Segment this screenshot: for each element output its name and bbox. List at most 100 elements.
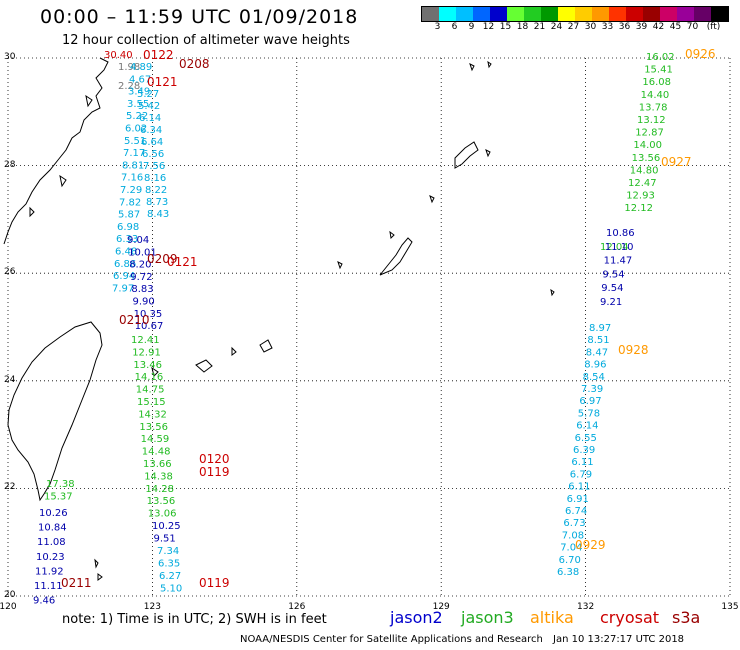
wave-height-value: 8.54	[583, 372, 605, 383]
wave-height-value: 4.67	[129, 74, 151, 85]
wave-height-value: 8.47	[586, 347, 608, 358]
pass-time-label: 0120	[199, 452, 230, 466]
wave-height-value: 10.25	[152, 521, 181, 532]
wave-height-value: 10.35	[134, 309, 163, 320]
wave-height-value: 8.83	[131, 284, 153, 295]
credit-line: NOAA/NESDIS Center for Satellite Applica…	[240, 634, 543, 645]
ishigaki-island	[195, 359, 213, 373]
wave-height-value: 7.39	[581, 384, 603, 395]
legend-item-cryosat: cryosat	[600, 608, 660, 627]
wave-height-value: 14.40	[641, 90, 670, 101]
longitude-label: 132	[577, 602, 595, 612]
color-scale-tick: 18	[516, 22, 529, 32]
wave-height-value: 8.81	[122, 160, 144, 171]
color-scale-tick: 42	[652, 22, 665, 32]
wave-height-value: 6.34	[140, 125, 162, 136]
wave-height-value: 5.27	[137, 89, 159, 100]
wave-height-value: 8.97	[589, 323, 611, 334]
wave-height-value: 9.46	[33, 596, 55, 607]
wave-height-value: 12.87	[635, 128, 664, 139]
wave-height-value: 13.06	[148, 509, 177, 520]
wave-height-value: 7.04	[560, 543, 582, 554]
longitude-label: 120	[0, 602, 17, 612]
wave-height-value: 12.12	[624, 203, 653, 214]
wave-height-value: 6.55	[575, 433, 597, 444]
wave-height-value: 6.35	[158, 559, 180, 570]
wave-height-value: 7.82	[119, 197, 141, 208]
wave-height-value: 6.56	[142, 149, 164, 160]
wave-height-value: 6.11	[568, 482, 590, 493]
color-scale-tick: 45	[669, 22, 682, 32]
wave-height-value: 13.12	[637, 115, 666, 126]
color-swatch	[609, 7, 626, 21]
wave-height-value: 16.02	[646, 52, 675, 63]
wave-height-value: 12.41	[131, 335, 160, 346]
color-swatch	[422, 7, 439, 21]
wave-height-value: 6.38	[557, 567, 579, 578]
wave-height-value: 6.73	[563, 518, 585, 529]
wave-height-value: 5.51	[124, 136, 146, 147]
wave-height-value: 4.89	[130, 62, 152, 73]
wave-height-value: 3.49	[128, 87, 150, 98]
color-swatch	[524, 7, 541, 21]
pass-time-label: 0926	[685, 47, 716, 61]
pass-time-label: 0121	[147, 75, 178, 89]
units-note: note: 1) Time is in UTC; 2) SWH is in fe…	[62, 612, 327, 627]
wave-height-value: 6.33	[116, 234, 138, 245]
map-title: 00:00 – 11:59 UTC 01/09/2018	[40, 6, 359, 28]
color-scale-tick: 21	[533, 22, 546, 32]
wave-height-value: 6.11	[571, 457, 593, 468]
wave-height-value: 10.67	[135, 321, 164, 332]
wave-height-value: 14.75	[136, 385, 165, 396]
wave-height-value: 6.27	[159, 571, 181, 582]
pass-time-label: 0210	[119, 313, 150, 327]
wave-height-value: 9.04	[127, 235, 149, 246]
pass-time-label: 0211	[61, 576, 92, 590]
wave-height-value: 7.34	[157, 546, 179, 557]
wave-height-value: 7.29	[120, 185, 142, 196]
pass-time-label: 0208	[179, 57, 210, 71]
wave-height-value: 14.28	[145, 484, 174, 495]
wave-height-value: 8.43	[147, 209, 169, 220]
color-swatch	[507, 7, 524, 21]
color-swatch	[558, 7, 575, 21]
wave-height-value: 15.15	[137, 397, 166, 408]
color-scale-tick: 30	[584, 22, 597, 32]
wave-height-value: 12.47	[628, 178, 657, 189]
wave-height-value: 8.51	[587, 335, 609, 346]
wave-height-value: 6.14	[576, 421, 598, 432]
wave-height-value: 9.51	[154, 533, 176, 544]
wave-height-value: 10.86	[606, 228, 635, 239]
legend-item-altika: altika	[530, 608, 574, 627]
color-scale-tick: 9	[468, 22, 475, 32]
color-scale-tick: (ft)	[706, 22, 721, 32]
pass-time-label: 0929	[575, 538, 606, 552]
wave-height-value: 13.66	[143, 459, 172, 470]
color-swatch	[643, 7, 660, 21]
wave-height-value: 10.26	[39, 508, 68, 519]
wave-height-value: 6.39	[573, 445, 595, 456]
pass-time-label: 0119	[199, 576, 230, 590]
wave-height-value: 6.48	[115, 247, 137, 258]
wave-height-value: 13.56	[139, 422, 168, 433]
wave-height-value: 11.47	[604, 256, 633, 267]
okinawa-island	[379, 237, 413, 276]
color-swatch	[439, 7, 456, 21]
wave-height-value: 1.98	[118, 62, 140, 73]
wave-height-value: 6.97	[579, 396, 601, 407]
wave-height-value: 5.10	[160, 584, 182, 595]
wave-height-value: 6.14	[139, 113, 161, 124]
wave-height-value: 9.72	[130, 272, 152, 283]
color-swatch	[592, 7, 609, 21]
wave-height-value: 13.78	[639, 102, 668, 113]
legend-item-jason3: jason3	[461, 608, 514, 627]
color-swatch	[694, 7, 711, 21]
wave-height-value: 7.17	[123, 148, 145, 159]
longitude-label: 135	[721, 602, 739, 612]
legend-item-s3a: s3a	[672, 608, 701, 627]
longitude-label: 126	[288, 602, 306, 612]
color-swatch	[456, 7, 473, 21]
color-scale-tick: 3	[434, 22, 441, 32]
wave-height-value: 14.32	[138, 409, 167, 420]
